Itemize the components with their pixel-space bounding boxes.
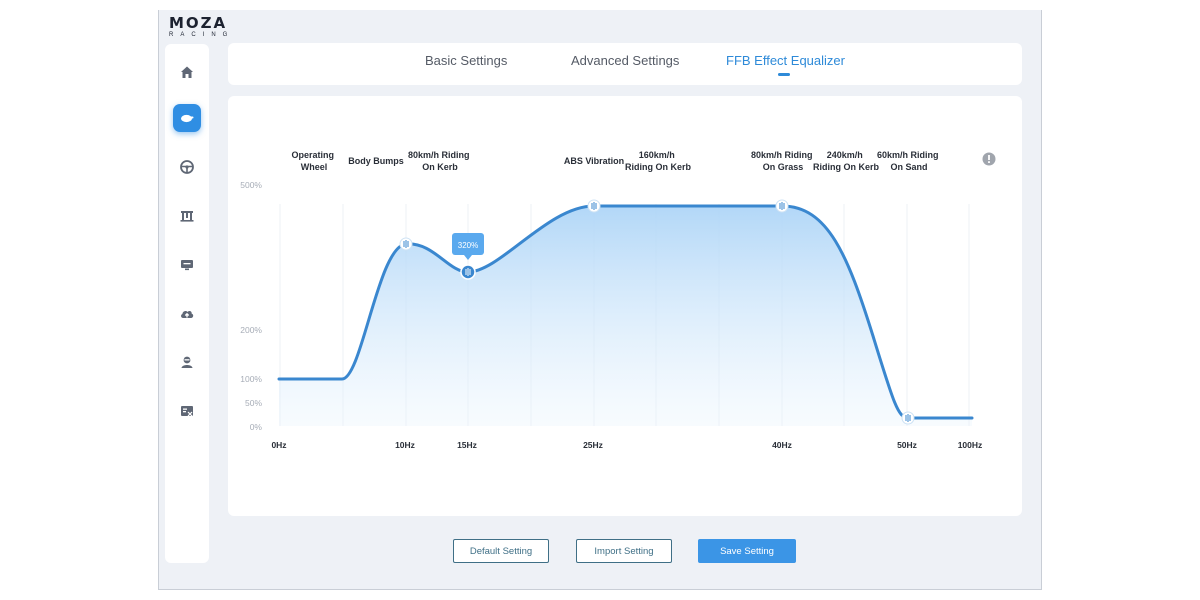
y-tick-100: 100%: [240, 374, 262, 384]
effect-label-240kmh-kerb: 240km/h Riding On Kerb: [813, 150, 879, 172]
effect-label-line: Operating: [291, 150, 334, 160]
sidebar-item-driver[interactable]: [173, 348, 201, 376]
brand-name: MOZA: [169, 14, 228, 32]
home-icon: [181, 66, 193, 78]
x-tick-40hz: 40Hz: [772, 440, 792, 450]
eq-handle-50hz[interactable]: [901, 411, 915, 425]
sidebar-item-cloud[interactable]: [173, 299, 201, 327]
moza-logo: MOZA RACING: [169, 16, 249, 42]
effect-label-abs-vibration: ABS Vibration: [564, 156, 624, 166]
wheelbase-icon: [180, 211, 194, 222]
eq-handle-10hz[interactable]: [399, 237, 413, 251]
equalizer-area: [279, 206, 972, 426]
sidebar-item-pedals[interactable]: [173, 104, 201, 132]
sidebar-item-dashboard[interactable]: [173, 251, 201, 279]
steering-wheel-icon: [180, 160, 194, 174]
y-tick-50: 50%: [245, 398, 262, 408]
y-tick-0: 0%: [250, 422, 263, 432]
effect-label-line: 160km/h: [639, 150, 675, 160]
eq-handle-40hz[interactable]: [775, 199, 789, 213]
y-tick-200: 200%: [240, 325, 262, 335]
x-tick-0hz: 0Hz: [271, 440, 286, 450]
effect-label-line: On Kerb: [422, 162, 458, 172]
sidebar-item-base[interactable]: [173, 202, 201, 230]
effect-label-line: 240km/h: [827, 150, 863, 160]
effect-label-body-bumps: Body Bumps: [348, 156, 404, 166]
settings-tabs: Basic Settings Advanced Settings FFB Eff…: [228, 43, 1022, 85]
x-tick-25hz: 25Hz: [583, 440, 603, 450]
default-setting-button[interactable]: Default Setting: [453, 539, 549, 563]
pedal-icon: [181, 114, 194, 123]
effect-label-160kmh-kerb: 160km/h Riding On Kerb: [625, 150, 691, 172]
effect-label-line: 80km/h Riding: [751, 150, 813, 160]
driver-icon: [181, 356, 193, 368]
effect-label-line: Wheel: [301, 162, 328, 172]
effect-label-line: Riding On Kerb: [813, 162, 879, 172]
import-setting-button[interactable]: Import Setting: [576, 539, 672, 563]
support-icon: [181, 406, 193, 417]
effect-label-line: On Sand: [890, 162, 927, 172]
effect-label-80kmh-kerb: 80km/h Riding On Kerb: [408, 150, 472, 172]
sidebar-item-support[interactable]: [173, 397, 201, 425]
tooltip-value: 320%: [458, 241, 478, 250]
eq-handle-15hz[interactable]: [460, 264, 476, 280]
effect-label-60kmh-sand: 60km/h Riding On Sand: [877, 150, 941, 172]
equalizer-panel: Operating Wheel Body Bumps 80km/h Riding…: [228, 96, 1022, 516]
sidebar: [165, 44, 209, 563]
info-icon[interactable]: [982, 152, 996, 166]
y-tick-500: 500%: [240, 180, 262, 190]
effect-label-80kmh-grass: 80km/h Riding On Grass: [751, 150, 815, 172]
equalizer-chart: Operating Wheel Body Bumps 80km/h Riding…: [240, 150, 996, 450]
x-tick-15hz: 15Hz: [457, 440, 477, 450]
active-tab-indicator: [778, 73, 790, 76]
eq-handle-25hz[interactable]: [587, 199, 601, 213]
tab-advanced-settings[interactable]: Advanced Settings: [571, 53, 680, 68]
tab-ffb-effect-equalizer[interactable]: FFB Effect Equalizer: [726, 53, 845, 68]
effect-label-operating-wheel: Operating Wheel: [291, 150, 336, 172]
x-tick-50hz: 50Hz: [897, 440, 917, 450]
equalizer-curve: [277, 204, 974, 420]
effect-label-line: 60km/h Riding: [877, 150, 939, 160]
value-tooltip: 320%: [452, 233, 484, 260]
tab-basic-settings[interactable]: Basic Settings: [425, 53, 508, 68]
effect-label-line: On Grass: [763, 162, 804, 172]
save-setting-button[interactable]: Save Setting: [698, 539, 796, 563]
x-tick-100hz: 100Hz: [958, 440, 983, 450]
brand-sub: RACING: [169, 32, 235, 38]
cloud-upload-icon: [181, 310, 194, 318]
sidebar-item-wheel[interactable]: [173, 153, 201, 181]
app-window: MOZA RACING Basic Settings Advanced Se: [158, 10, 1042, 590]
dashboard-icon: [181, 260, 193, 271]
effect-label-line: Riding On Kerb: [625, 162, 691, 172]
x-tick-10hz: 10Hz: [395, 440, 415, 450]
effect-label-line: 80km/h Riding: [408, 150, 470, 160]
sidebar-item-home[interactable]: [173, 58, 201, 86]
